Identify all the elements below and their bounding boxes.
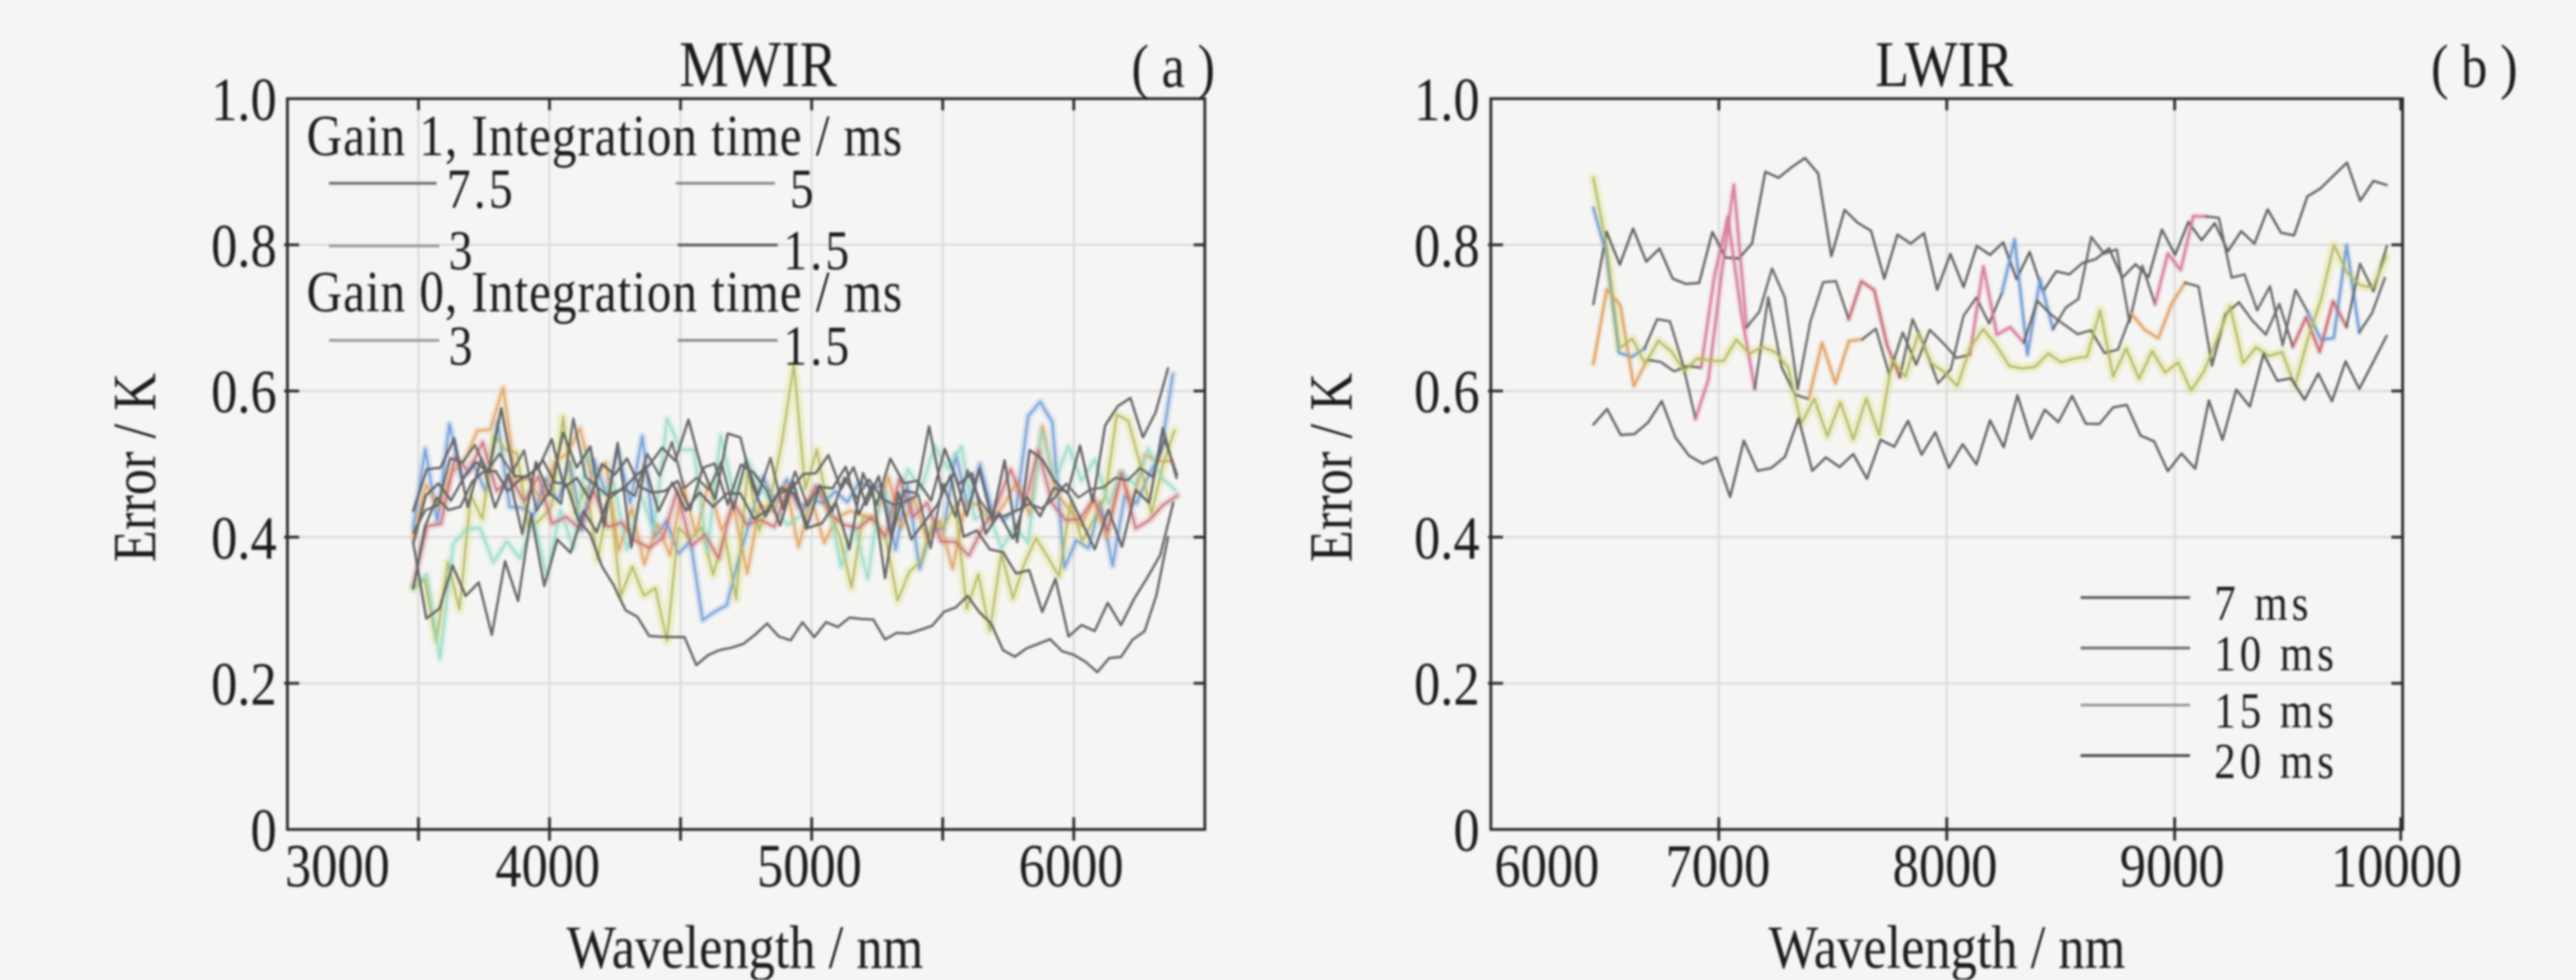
svg-text:20 ms: 20 ms: [2214, 733, 2338, 789]
svg-text:Wavelength / nm: Wavelength / nm: [1768, 914, 2125, 980]
svg-text:0.4: 0.4: [1414, 504, 1480, 572]
svg-text:0.4: 0.4: [211, 504, 277, 572]
svg-text:1.0: 1.0: [211, 65, 277, 134]
svg-text:Gain 0, Integration time / ms: Gain 0, Integration time / ms: [307, 261, 903, 324]
svg-text:0.6: 0.6: [211, 358, 277, 426]
svg-text:Gain 1, Integration time / ms: Gain 1, Integration time / ms: [307, 105, 903, 168]
svg-text:MWIR: MWIR: [680, 29, 837, 102]
svg-text:3: 3: [449, 315, 473, 378]
svg-text:0.2: 0.2: [211, 651, 277, 719]
svg-text:Error / K: Error / K: [1297, 373, 1366, 563]
svg-text:6000: 6000: [1495, 832, 1599, 901]
svg-text:(b): (b): [2431, 33, 2530, 101]
svg-text:10000: 10000: [2331, 832, 2462, 901]
svg-text:5000: 5000: [757, 832, 862, 901]
svg-text:4000: 4000: [495, 832, 600, 901]
svg-text:0.8: 0.8: [211, 212, 277, 281]
svg-text:(a): (a): [1131, 33, 1227, 101]
svg-text:0: 0: [1453, 797, 1480, 865]
svg-text:LWIR: LWIR: [1875, 29, 2013, 102]
svg-text:3000: 3000: [285, 832, 390, 901]
svg-text:0: 0: [250, 797, 277, 865]
svg-text:7000: 7000: [1666, 832, 1770, 901]
svg-text:10 ms: 10 ms: [2214, 626, 2338, 682]
svg-text:0.2: 0.2: [1414, 651, 1480, 719]
svg-text:5: 5: [790, 158, 814, 221]
svg-text:1.5: 1.5: [783, 315, 852, 378]
svg-text:0.6: 0.6: [1414, 358, 1480, 426]
svg-text:8000: 8000: [1893, 832, 1997, 901]
svg-text:1.5: 1.5: [783, 220, 852, 282]
svg-text:7.5: 7.5: [447, 158, 516, 221]
svg-text:3: 3: [449, 220, 473, 282]
svg-text:Wavelength / nm: Wavelength / nm: [566, 914, 923, 980]
svg-text:Error / K: Error / K: [101, 373, 169, 563]
svg-text:1.0: 1.0: [1414, 65, 1480, 134]
svg-text:0.8: 0.8: [1414, 212, 1480, 281]
svg-text:7 ms: 7 ms: [2214, 575, 2312, 631]
svg-text:15 ms: 15 ms: [2214, 683, 2338, 739]
svg-text:6000: 6000: [1019, 832, 1123, 901]
svg-text:9000: 9000: [2120, 832, 2225, 901]
